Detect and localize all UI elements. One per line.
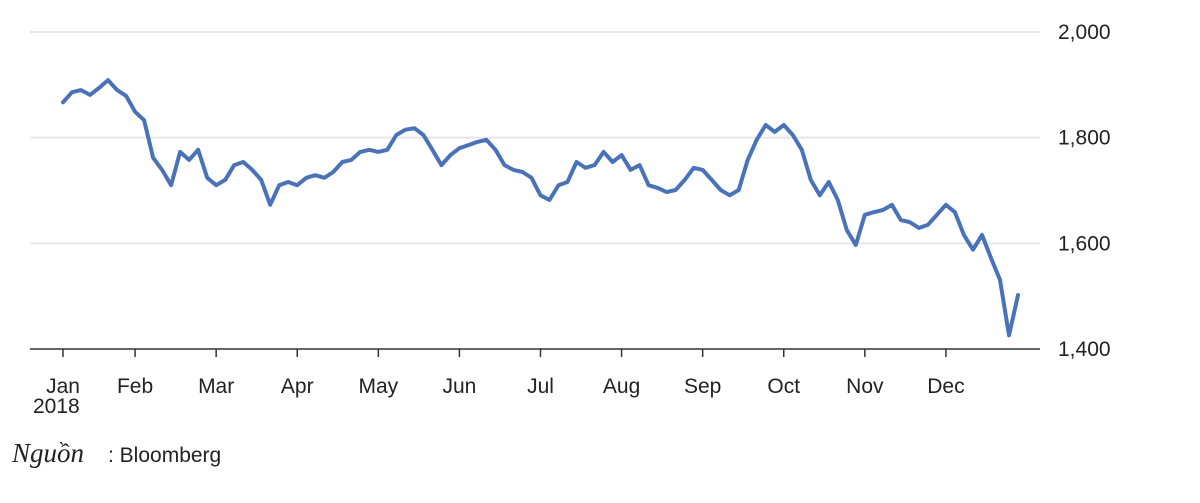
x-tick-label: Nov [846, 375, 884, 398]
year-label: 2018 [33, 395, 80, 418]
x-tick-label: Apr [281, 375, 314, 398]
y-tick-label: 1,400 [1058, 338, 1111, 361]
source-label: Nguồn [11, 438, 84, 468]
x-tick-label: Sep [684, 375, 721, 398]
x-tick-label: Jan [46, 375, 80, 398]
y-tick-label: 2,000 [1058, 21, 1111, 44]
x-tick-label: Jun [442, 375, 476, 398]
x-tick-label: May [358, 375, 398, 398]
x-tick-label: Oct [767, 375, 800, 398]
x-tick-label: Dec [927, 375, 964, 398]
x-tick-label: Feb [117, 375, 153, 398]
x-tick-label: Mar [198, 375, 234, 398]
line [61, 78, 1020, 338]
x-tick-label: Aug [603, 375, 640, 398]
source-text: : Bloomberg [108, 444, 221, 467]
y-tick-label: 1,800 [1058, 127, 1111, 150]
y-tick-label: 1,600 [1058, 232, 1111, 255]
x-tick-label: Jul [527, 375, 554, 398]
